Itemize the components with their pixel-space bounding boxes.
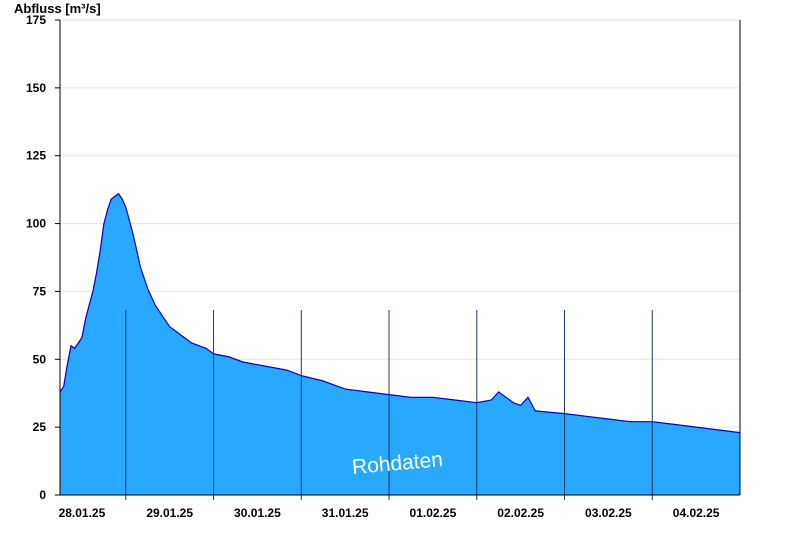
y-tick-label: 0 — [39, 488, 46, 502]
day-separators — [125, 310, 653, 500]
y-axis-title: Abfluss [m³/s] — [14, 1, 101, 16]
y-tick-label: 25 — [33, 420, 47, 434]
x-tick-label: 28.01.25 — [59, 506, 106, 520]
x-tick-label: 31.01.25 — [322, 506, 369, 520]
series-area — [59, 192, 741, 495]
x-tick-label: 02.02.25 — [497, 506, 544, 520]
x-tick-label: 29.01.25 — [146, 506, 193, 520]
y-tick-label: 75 — [33, 284, 47, 298]
series-line — [59, 192, 741, 434]
y-tick-label: 175 — [26, 13, 46, 27]
axes — [59, 20, 741, 496]
y-tick-label: 100 — [26, 217, 46, 231]
series-area-fill — [60, 193, 740, 495]
x-tick-label: 30.01.25 — [234, 506, 281, 520]
y-tick-label: 50 — [33, 352, 47, 366]
y-ticks: 0 25 50 75 100 125 150 175 — [26, 13, 60, 502]
x-tick-label: 01.02.25 — [410, 506, 457, 520]
y-tick-label: 150 — [26, 81, 46, 95]
x-tick-label: 04.02.25 — [673, 506, 720, 520]
x-tick-label: 03.02.25 — [585, 506, 632, 520]
x-ticks: 28.01.25 29.01.25 30.01.25 31.01.25 01.02.25… — [59, 506, 720, 520]
y-tick-label: 125 — [26, 149, 46, 163]
